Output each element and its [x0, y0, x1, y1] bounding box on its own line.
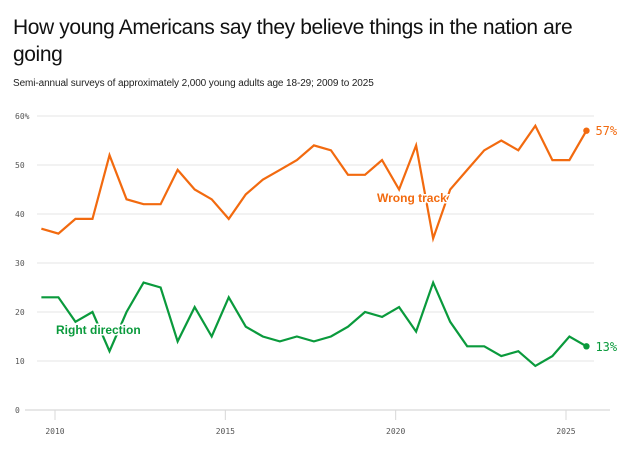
x-tick-label: 2020	[386, 427, 405, 436]
wrong-track-line	[41, 123, 588, 243]
y-tick-label: 20	[15, 308, 25, 317]
right-direction-line	[41, 279, 587, 368]
x-axis: 2010 2015 2020 2025	[45, 410, 576, 436]
y-tick-label: 30	[15, 259, 25, 268]
wrong-track-end-label: 57%	[595, 124, 617, 138]
gridlines	[25, 115, 610, 411]
right-direction-label: Right direction	[56, 323, 141, 337]
x-tick-label: 2025	[556, 427, 575, 436]
y-tick-label: 50	[15, 161, 25, 170]
wrong-track-end-point	[583, 127, 590, 134]
x-tick-label: 2010	[45, 427, 64, 436]
y-tick-label: 60%	[15, 112, 30, 121]
y-tick-label: 0	[15, 406, 20, 415]
chart-title: How young Americans say they believe thi…	[13, 16, 573, 66]
x-tick-label: 2015	[216, 427, 235, 436]
series-labels: 57% 13% Wrong track Right direction	[55, 124, 618, 354]
wrong-track-label: Wrong track	[377, 191, 447, 205]
right-direction-end-point	[583, 343, 590, 350]
y-tick-label: 10	[15, 357, 25, 366]
series-lines	[41, 123, 590, 368]
y-tick-label: 40	[15, 210, 25, 219]
right-direction-end-label: 13%	[595, 340, 617, 354]
chart-subtitle: Semi-annual surveys of approximately 2,0…	[13, 78, 374, 89]
y-axis: 0 10 20 30 40 50 60%	[15, 112, 30, 415]
